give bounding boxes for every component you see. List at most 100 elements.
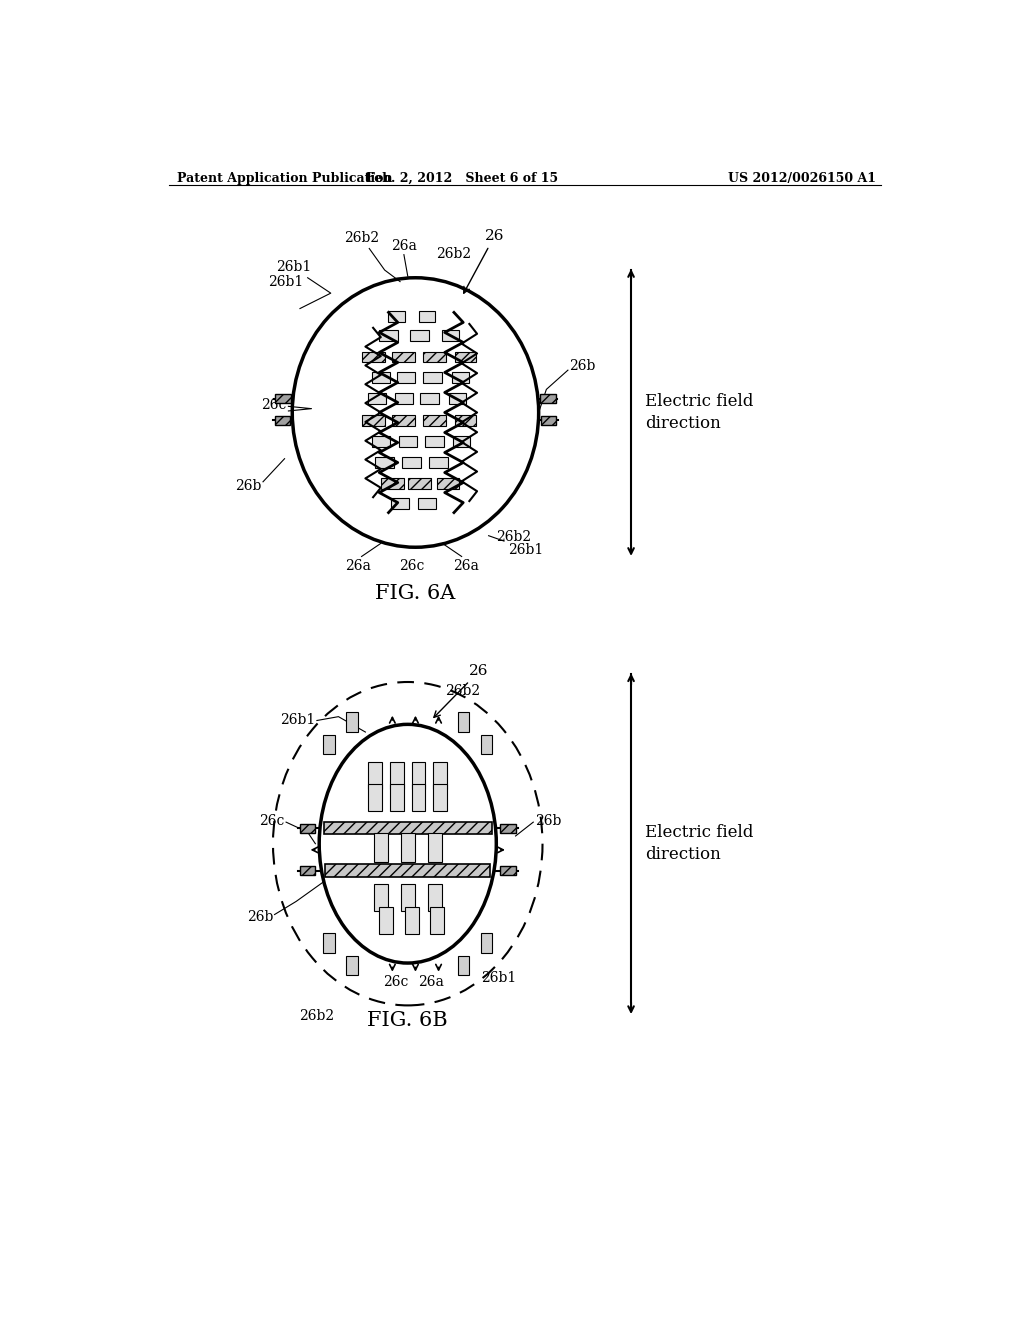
- Bar: [408, 478, 431, 488]
- Bar: [433, 784, 447, 810]
- Bar: [430, 907, 444, 935]
- Text: 26b: 26b: [236, 479, 261, 492]
- Bar: [458, 713, 469, 731]
- Bar: [400, 884, 415, 911]
- Bar: [379, 330, 397, 341]
- Text: 26c: 26c: [259, 813, 285, 828]
- Text: 26b: 26b: [535, 813, 561, 828]
- Bar: [481, 735, 493, 754]
- Bar: [369, 763, 382, 789]
- Bar: [481, 933, 493, 953]
- Text: 26: 26: [434, 664, 488, 717]
- Bar: [400, 833, 415, 862]
- Bar: [274, 416, 290, 425]
- Bar: [429, 457, 447, 469]
- Bar: [419, 312, 435, 322]
- Bar: [275, 395, 291, 404]
- Bar: [376, 457, 394, 469]
- Text: 26c: 26c: [384, 974, 409, 989]
- Text: 26b1: 26b1: [481, 970, 516, 985]
- Bar: [372, 372, 390, 383]
- Text: 26b1: 26b1: [508, 544, 543, 557]
- Text: FIG. 6A: FIG. 6A: [375, 583, 456, 603]
- Bar: [361, 351, 385, 363]
- Text: 26b2: 26b2: [444, 684, 480, 698]
- Text: 26: 26: [464, 230, 504, 293]
- Bar: [391, 498, 410, 508]
- Text: 26c: 26c: [399, 558, 424, 573]
- Bar: [300, 866, 315, 875]
- Text: 26b1: 26b1: [276, 260, 311, 275]
- Bar: [541, 416, 556, 425]
- Ellipse shape: [292, 277, 539, 548]
- Bar: [450, 393, 466, 404]
- Bar: [390, 763, 403, 789]
- Text: 26b: 26b: [247, 909, 273, 924]
- Bar: [423, 351, 446, 363]
- Bar: [346, 956, 357, 975]
- Text: 26a: 26a: [345, 558, 371, 573]
- Bar: [397, 372, 416, 383]
- Bar: [500, 824, 515, 833]
- Bar: [425, 437, 444, 447]
- Text: 26b1: 26b1: [281, 714, 315, 727]
- Bar: [541, 395, 556, 404]
- Bar: [381, 478, 403, 488]
- Bar: [379, 907, 393, 935]
- Bar: [412, 784, 425, 810]
- Bar: [420, 393, 438, 404]
- Text: Feb. 2, 2012   Sheet 6 of 15: Feb. 2, 2012 Sheet 6 of 15: [366, 173, 558, 185]
- Bar: [390, 784, 403, 810]
- Bar: [500, 866, 515, 875]
- Text: Electric field
direction: Electric field direction: [645, 393, 754, 432]
- Text: 26b2: 26b2: [344, 231, 379, 246]
- Text: FIG. 6B: FIG. 6B: [368, 1011, 449, 1031]
- Text: 26b2: 26b2: [497, 531, 531, 544]
- Bar: [323, 735, 335, 754]
- Bar: [398, 437, 417, 447]
- Text: 26a: 26a: [418, 974, 443, 989]
- Text: 26b1: 26b1: [268, 275, 304, 289]
- Text: 26b2: 26b2: [436, 247, 471, 261]
- Bar: [361, 414, 385, 425]
- Bar: [454, 437, 470, 447]
- Bar: [392, 414, 416, 425]
- Bar: [412, 763, 425, 789]
- Text: Electric field
direction: Electric field direction: [645, 824, 754, 863]
- Bar: [374, 884, 388, 911]
- Bar: [433, 763, 447, 789]
- Bar: [428, 833, 441, 862]
- Bar: [455, 351, 476, 363]
- Text: 26b2: 26b2: [299, 1010, 335, 1023]
- Bar: [423, 414, 446, 425]
- Bar: [441, 330, 459, 341]
- Bar: [323, 933, 335, 953]
- Ellipse shape: [319, 725, 497, 964]
- Text: 26c: 26c: [261, 397, 286, 412]
- Text: 26b: 26b: [569, 359, 596, 374]
- Bar: [402, 457, 421, 469]
- Bar: [404, 907, 419, 935]
- Bar: [324, 822, 492, 834]
- Bar: [372, 437, 390, 447]
- Bar: [458, 956, 469, 975]
- Bar: [392, 351, 416, 363]
- Bar: [374, 833, 388, 862]
- Bar: [394, 393, 413, 404]
- Bar: [455, 414, 476, 425]
- Bar: [428, 884, 441, 911]
- Text: 26a: 26a: [453, 558, 478, 573]
- Text: Patent Application Publication: Patent Application Publication: [177, 173, 392, 185]
- Bar: [368, 393, 386, 404]
- Bar: [437, 478, 459, 488]
- Bar: [452, 372, 469, 383]
- Bar: [300, 824, 315, 833]
- Bar: [346, 713, 357, 731]
- Text: 26a: 26a: [391, 239, 417, 253]
- Bar: [410, 330, 429, 341]
- Bar: [369, 784, 382, 810]
- Text: US 2012/0026150 A1: US 2012/0026150 A1: [728, 173, 876, 185]
- Bar: [423, 372, 441, 383]
- Bar: [326, 865, 490, 876]
- Bar: [418, 498, 436, 508]
